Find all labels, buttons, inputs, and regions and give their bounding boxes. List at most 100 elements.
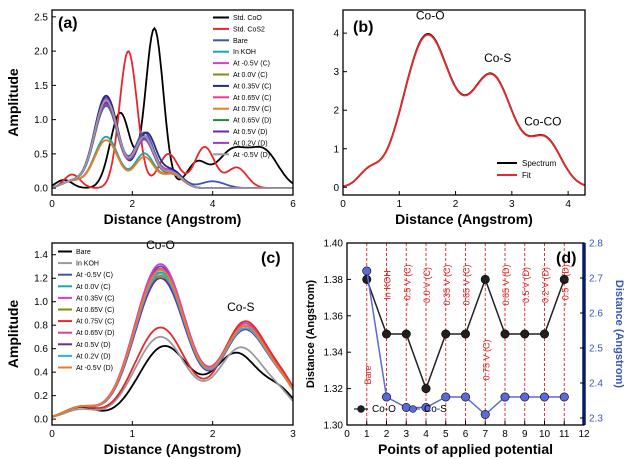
point-label: 0.35 V (C): [442, 264, 452, 305]
y-axis-label: Amplitude: [5, 68, 21, 137]
series-lines: [52, 26, 293, 189]
data-point: [539, 329, 549, 339]
legend-entry: At 0.0V (C): [76, 284, 111, 291]
legend-entry: At 0.65V (D): [233, 118, 272, 125]
panel-label: (b): [353, 19, 373, 36]
x-axis-label: Points of applied potential: [378, 441, 553, 457]
y-tick-label: 3: [333, 67, 339, 78]
panel-c: 0 1 2 3 0.0 0.2 0.4 0.6 0.8 1.0 1.2 1.4 (c) Distance …: [5, 238, 296, 457]
y-tick-label: 1: [333, 144, 339, 155]
y-tick-label: 0.0: [34, 184, 48, 195]
legend-entry: At 0.75V (C): [233, 106, 272, 113]
legend-marker: [357, 405, 365, 413]
legend-entry: Spectrum: [522, 159, 557, 168]
y-tick-label: 0.6: [34, 344, 48, 355]
legend-entry: At -0.5V (C): [76, 272, 113, 279]
legend-entry: At 0.35V (C): [76, 295, 115, 302]
x-tick-label: 2: [453, 199, 459, 210]
data-point: [421, 402, 431, 412]
y-tick-label: 1.0: [34, 297, 48, 308]
data-point: [401, 402, 411, 412]
legend-entry: At -0.5V (D): [233, 152, 270, 159]
legend-entry: In KOH: [233, 49, 256, 56]
data-point: [362, 266, 372, 276]
legend-entry: At 0.65V (D): [76, 330, 115, 337]
y-tick-label: 1.0: [34, 115, 48, 126]
legend-entry: At 0.5V (D): [233, 129, 268, 136]
x-tick-label: 4: [423, 429, 429, 440]
y-tick-label: 0.8: [34, 321, 48, 332]
x-tick-label: 3: [290, 429, 296, 440]
x-tick-label: 0: [49, 429, 55, 440]
y-tick-label: 2.0: [34, 47, 48, 58]
data-point: [441, 392, 451, 402]
y-tick-label: 1.40: [324, 239, 344, 250]
x-tick-label: 3: [509, 199, 515, 210]
peak-annotation: Co-S: [484, 51, 511, 65]
legend-entry: Fit: [522, 171, 532, 180]
x-tick-label: 3: [403, 429, 409, 440]
panel-label: (a): [58, 15, 78, 32]
data-point: [401, 329, 411, 339]
series-line-1: [343, 33, 585, 188]
y-tick-label: 1.5: [34, 81, 48, 92]
y-tick-label: 1.32: [324, 384, 344, 395]
x-tick-label: 0: [340, 199, 346, 210]
y-tick-label-right: 2.5: [589, 344, 603, 355]
peak-annotation: Co-O: [416, 9, 445, 23]
y-tick-label: 0.5: [34, 149, 48, 160]
data-point: [421, 384, 431, 394]
x-tick-label: 2: [130, 199, 136, 210]
x-tick-label: 1: [364, 429, 370, 440]
data-point: [559, 274, 569, 284]
x-tick-label: 5: [443, 429, 449, 440]
legend-entry: At 0.0V (C): [233, 72, 268, 79]
y-axis-label: Amplitude: [5, 300, 21, 369]
y-tick-label: 1.30: [324, 421, 344, 432]
plot-frame: [51, 242, 294, 426]
y-axis-label-right: Distance (Angstrom): [613, 280, 625, 389]
data-point: [441, 329, 451, 339]
legend: Co-O Co-S: [354, 404, 447, 415]
series-line-1: [52, 335, 293, 418]
legend-entry: Std. CoS2: [233, 26, 265, 33]
plot-frame: [51, 9, 294, 196]
legend-entry: In KOH: [76, 261, 99, 268]
series-line-1: [52, 50, 293, 189]
y-tick-label: 1.38: [324, 275, 344, 286]
point-label: Bare: [363, 365, 373, 384]
x-tick-label: 4: [565, 199, 571, 210]
x-tick-label: 4: [210, 199, 216, 210]
panel-a: 0 2 4 6 0.0 0.5 1.0 1.5 2.0 2.5 (a) Distance (Angst…: [5, 9, 296, 227]
y-tick-label: 2.5: [34, 12, 48, 23]
x-tick-label: 0: [49, 199, 55, 210]
y-tick-label-right: 2.6: [589, 309, 603, 320]
peak-annotation: Co-O: [146, 238, 175, 252]
panel-b: 0 1 2 3 4 0 1 2 3 4 (b) Distance (Angstrom) Co-O Co-S…: [333, 9, 586, 227]
data-point: [500, 329, 510, 339]
series-lines: [343, 32, 585, 188]
point-label: 0.2 V (D): [541, 267, 551, 303]
series-line-12: [52, 99, 293, 189]
y-tick-label: 1.2: [34, 274, 48, 285]
y-tick-label: 1.36: [324, 311, 344, 322]
y-axis-label: Distance (Angstrom): [305, 280, 317, 389]
panel-label: (d): [556, 250, 576, 267]
x-tick-label: 6: [290, 199, 296, 210]
y-tick-label: 2: [333, 106, 339, 117]
legend: Std. CoO Std. CoS2 Bare In KOH At -0.5V (C) A…: [213, 15, 272, 159]
x-tick-label: 10: [539, 429, 551, 440]
y-tick-label: 0.0: [34, 415, 48, 426]
legend-entry: Std. CoO: [233, 15, 262, 22]
x-tick-label: 8: [502, 429, 508, 440]
point-label: 0.65 V (C): [462, 264, 472, 305]
x-tick-label: 2: [210, 429, 216, 440]
x-tick-label: 1: [130, 429, 136, 440]
y-tick-label: 0.4: [34, 368, 48, 379]
data-point: [480, 409, 490, 419]
x-tick-label: 7: [482, 429, 488, 440]
point-label: 0.5 V (D): [521, 267, 531, 303]
legend-entry: Bare: [76, 249, 91, 256]
x-tick-label: 9: [522, 429, 528, 440]
